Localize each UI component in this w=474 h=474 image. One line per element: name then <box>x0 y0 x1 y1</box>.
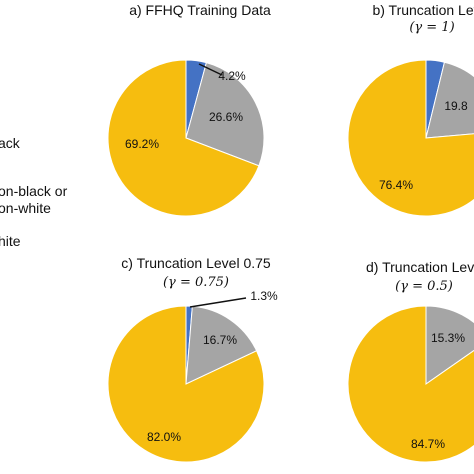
legend-label-line: on-black or <box>0 183 68 199</box>
legend-label-line: on-white <box>0 200 51 216</box>
pie-slice-white <box>107 59 260 217</box>
chart-title: a) FFHQ Training Data <box>129 2 271 18</box>
slice-label-white: 82.0% <box>147 430 181 444</box>
pie-slice-white <box>107 305 265 463</box>
pie-slice-white <box>347 59 474 217</box>
legend-label-line: ack <box>0 135 21 151</box>
chart-subtitle: (γ = 0.75) <box>163 275 229 290</box>
slice-label-black: 1.3% <box>250 289 278 303</box>
pie-slice-other <box>185 305 258 385</box>
pie-slice-other <box>425 305 474 385</box>
pie-chart-a: 4.2% 26.6% 69.2% a) FFHQ Training Data <box>107 2 271 217</box>
legend-label-black: ack <box>0 135 21 151</box>
chart-subtitle: (γ = 0.5) <box>395 279 453 294</box>
legend-label-line: hite <box>0 233 21 249</box>
legend-label-other: on-black or on-white <box>0 183 68 216</box>
pie-slice-white <box>347 305 474 463</box>
pie-chart-d: 15.3% 84.7% d) Truncation Leve (γ = 0.5) <box>347 259 474 463</box>
legend-label-white: hite <box>0 233 21 249</box>
chart-subtitle: (γ = 1) <box>409 20 454 35</box>
slice-label-white: 76.4% <box>379 178 413 192</box>
label-leader-line <box>198 63 223 76</box>
chart-title: c) Truncation Level 0.75 <box>121 255 271 271</box>
legend: ack on-black or on-white hite <box>0 135 68 249</box>
pie-slice-other <box>425 61 474 139</box>
slice-label-other: 19.8 <box>444 99 468 113</box>
chart-title: b) Truncation Level <box>372 2 474 18</box>
slice-label-other: 15.3% <box>431 331 465 345</box>
chart-title: d) Truncation Leve <box>366 259 474 275</box>
slice-label-black: 4.2% <box>218 69 246 83</box>
pie-chart-c: 1.3% 16.7% 82.0% c) Truncation Level 0.75 (γ… <box>107 255 278 463</box>
pie-charts: 4.2% 26.6% 69.2% a) FFHQ Training Data 19.8 7… <box>107 2 474 463</box>
slice-label-other: 16.7% <box>203 333 237 347</box>
pie-chart-b: 19.8 76.4% b) Truncation Level (γ = 1) <box>347 2 474 217</box>
slice-label-white: 69.2% <box>125 137 159 151</box>
pie-slice-other <box>185 62 265 167</box>
slice-label-white: 84.7% <box>411 437 445 451</box>
label-leader-line <box>189 297 247 308</box>
slice-label-other: 26.6% <box>209 110 243 124</box>
